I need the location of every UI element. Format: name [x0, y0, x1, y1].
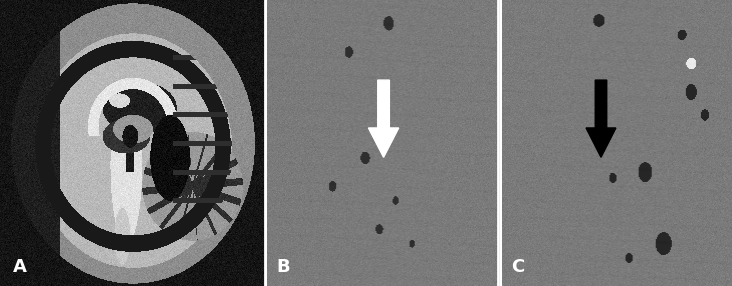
- Text: C: C: [512, 258, 525, 276]
- Polygon shape: [586, 80, 616, 157]
- Text: B: B: [277, 258, 290, 276]
- Text: A: A: [13, 258, 27, 276]
- Polygon shape: [368, 80, 399, 157]
